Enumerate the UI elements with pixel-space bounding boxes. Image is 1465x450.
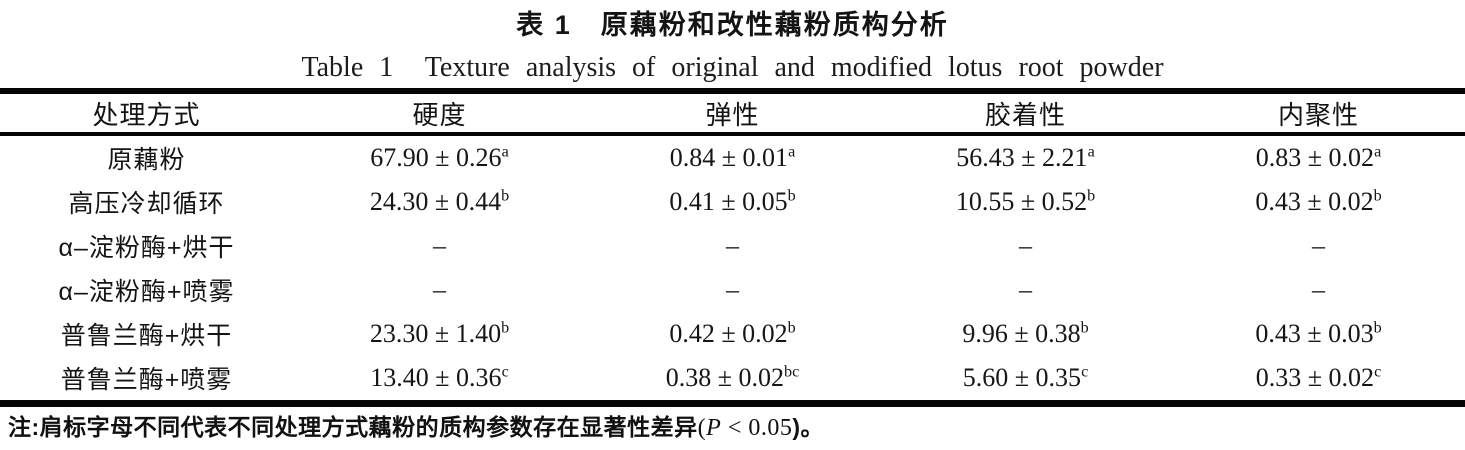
treatment-label: 原藕粉 xyxy=(107,146,186,174)
cell-superscript: b xyxy=(1087,187,1096,205)
table-cell: 10.55 ± 0.52b xyxy=(879,180,1172,224)
table-cell: 67.90 ± 0.26a xyxy=(293,134,586,180)
column-header-springiness: 弹性 xyxy=(586,91,879,136)
treatment-label: α–淀粉酶+喷雾 xyxy=(58,278,235,306)
table-cell: – xyxy=(879,224,1172,268)
table-cell: 0.43 ± 0.03b xyxy=(1172,312,1465,356)
table-row: α–淀粉酶+烘干 – – – – xyxy=(0,224,1465,268)
footnote-condition: < 0.05 xyxy=(721,415,793,441)
cell-value: 0.83 ± 0.02 xyxy=(1255,143,1375,172)
treatment-label: 普鲁兰酶+喷雾 xyxy=(60,366,233,394)
table-cell: 0.33 ± 0.02c xyxy=(1172,356,1465,404)
table-cell: 5.60 ± 0.35c xyxy=(879,356,1172,404)
cell-value: 10.55 ± 0.52 xyxy=(955,187,1088,216)
cell-superscript: c xyxy=(1081,363,1089,381)
cell-value: 0.42 ± 0.02 xyxy=(669,319,788,348)
cell-superscript: a xyxy=(501,143,509,161)
table-header: 处理方式 硬度 弹性 胶着性 内聚性 xyxy=(0,91,1465,136)
table-cell: 56.43 ± 2.21a xyxy=(879,134,1172,180)
table-cell: 0.38 ± 0.02bc xyxy=(586,356,879,404)
cell-value: 0.84 ± 0.01 xyxy=(669,143,789,172)
table-cell: 0.41 ± 0.05b xyxy=(586,180,879,224)
table-cell: 0.43 ± 0.02b xyxy=(1172,180,1465,224)
table-cell: – xyxy=(1172,224,1465,268)
table-cell: 0.83 ± 0.02a xyxy=(1172,134,1465,180)
treatment-label: 高压冷却循环 xyxy=(68,190,225,218)
table-cell: 0.42 ± 0.02b xyxy=(586,312,879,356)
column-header-treatment: 处理方式 xyxy=(0,91,293,136)
cell-superscript: a xyxy=(1087,143,1095,161)
table-cell: 13.40 ± 0.36c xyxy=(293,356,586,404)
table-cell: – xyxy=(293,268,586,312)
cell-value: – xyxy=(1312,231,1325,260)
cell-value: – xyxy=(1019,275,1032,304)
cell-superscript: b xyxy=(1080,319,1089,337)
footnote-open-paren: ( xyxy=(697,415,707,441)
treatment-label: α–淀粉酶+烘干 xyxy=(58,234,235,262)
footnote-p-symbol: P xyxy=(706,415,722,441)
cell-superscript: b xyxy=(1373,319,1382,337)
table-cell: 0.84 ± 0.01a xyxy=(586,134,879,180)
cell-value: 9.96 ± 0.38 xyxy=(962,319,1081,348)
table-cell: – xyxy=(293,224,586,268)
cell-value: – xyxy=(1019,231,1032,260)
header-row: 处理方式 硬度 弹性 胶着性 内聚性 xyxy=(0,91,1465,136)
table-caption-en: Table 1 Texture analysis of original and… xyxy=(301,52,1164,83)
table-row: 高压冷却循环 24.30 ± 0.44b 0.41 ± 0.05b 10.55 … xyxy=(0,180,1465,224)
cell-superscript: c xyxy=(501,363,509,381)
table-cell: – xyxy=(1172,268,1465,312)
table-row: α–淀粉酶+喷雾 – – – – xyxy=(0,268,1465,312)
cell-superscript: c xyxy=(1374,363,1382,381)
cell-value: – xyxy=(726,231,739,260)
footnote-close: )。 xyxy=(792,414,825,440)
cell-value: 13.40 ± 0.36 xyxy=(370,363,502,392)
treatment-label: 普鲁兰酶+烘干 xyxy=(60,322,233,350)
table-body: 原藕粉 67.90 ± 0.26a 0.84 ± 0.01a 56.43 ± 2… xyxy=(0,134,1465,404)
cell-value: 56.43 ± 2.21 xyxy=(956,143,1088,172)
cell-value: 0.43 ± 0.02 xyxy=(1255,187,1374,216)
column-header-gumminess: 胶着性 xyxy=(879,91,1172,136)
cell-value: 24.30 ± 0.44 xyxy=(369,187,502,216)
cell-value: 23.30 ± 1.40 xyxy=(369,319,502,348)
table-cell: 24.30 ± 0.44b xyxy=(293,180,586,224)
cell-superscript: a xyxy=(1374,143,1382,161)
cell-superscript: a xyxy=(788,143,796,161)
table-cell: – xyxy=(879,268,1172,312)
table-cell: – xyxy=(586,268,879,312)
cell-value: – xyxy=(1312,275,1325,304)
table-row: 原藕粉 67.90 ± 0.26a 0.84 ± 0.01a 56.43 ± 2… xyxy=(0,134,1465,180)
table-cell: – xyxy=(586,224,879,268)
table-row: 普鲁兰酶+烘干 23.30 ± 1.40b 0.42 ± 0.02b 9.96 … xyxy=(0,312,1465,356)
cell-superscript: b xyxy=(501,187,510,205)
cell-superscript: b xyxy=(501,319,510,337)
cell-superscript: b xyxy=(787,319,796,337)
footnote-text-zh: 注:肩标字母不同代表不同处理方式藕粉的质构参数存在显著性差异 xyxy=(8,414,698,440)
cell-value: 0.38 ± 0.02 xyxy=(665,363,785,392)
cell-value: 5.60 ± 0.35 xyxy=(962,363,1082,392)
cell-value: 0.43 ± 0.03 xyxy=(1255,319,1374,348)
table-cell: 9.96 ± 0.38b xyxy=(879,312,1172,356)
texture-analysis-table: 处理方式 硬度 弹性 胶着性 内聚性 原藕粉 67.90 ± 0.26a 0.8… xyxy=(0,88,1465,407)
table-caption-zh: 表 1 原藕粉和改性藕粉质构分析 xyxy=(516,10,949,40)
cell-value: – xyxy=(433,275,446,304)
column-header-cohesiveness: 内聚性 xyxy=(1172,91,1465,136)
table-footnote: 注:肩标字母不同代表不同处理方式藕粉的质构参数存在显著性差异(P < 0.05)… xyxy=(0,413,1465,442)
table-cell: 23.30 ± 1.40b xyxy=(293,312,586,356)
cell-value: – xyxy=(726,275,739,304)
column-header-hardness: 硬度 xyxy=(293,91,586,136)
cell-superscript: b xyxy=(787,187,796,205)
table-row: 普鲁兰酶+喷雾 13.40 ± 0.36c 0.38 ± 0.02bc 5.60… xyxy=(0,356,1465,404)
cell-value: 67.90 ± 0.26 xyxy=(370,143,502,172)
cell-value: – xyxy=(433,231,446,260)
cell-value: 0.33 ± 0.02 xyxy=(1255,363,1375,392)
cell-superscript: b xyxy=(1373,187,1382,205)
cell-value: 0.41 ± 0.05 xyxy=(669,187,788,216)
cell-superscript: bc xyxy=(784,363,800,381)
